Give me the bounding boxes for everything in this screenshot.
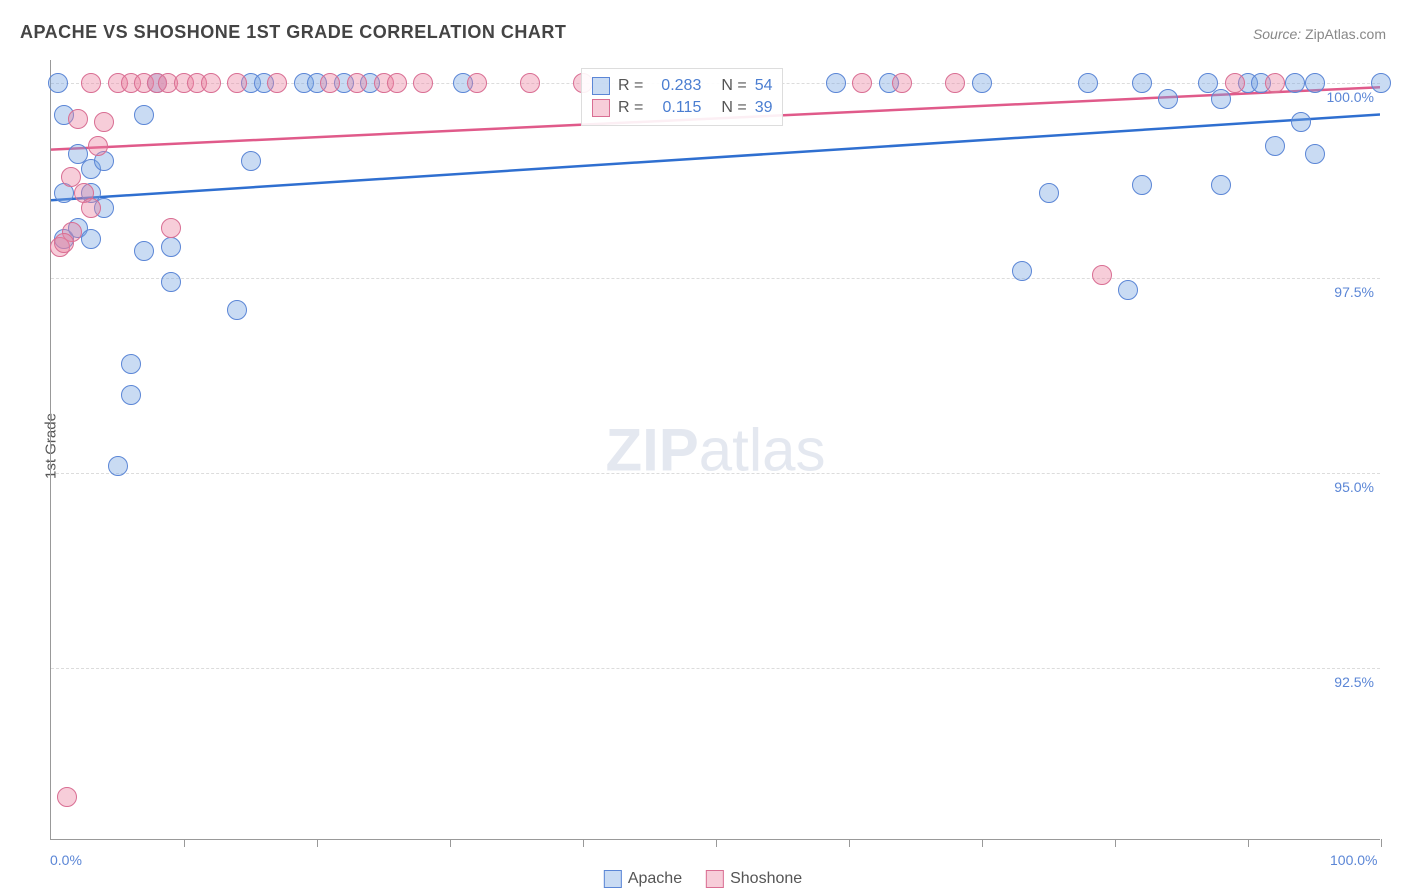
data-point bbox=[320, 73, 340, 93]
y-tick-label: 92.5% bbox=[1334, 674, 1374, 690]
legend-item: Shoshone bbox=[706, 870, 802, 888]
stat-r-value: 0.283 bbox=[651, 77, 701, 95]
data-point bbox=[1265, 136, 1285, 156]
data-point bbox=[1211, 89, 1231, 109]
gridline-h bbox=[51, 278, 1380, 279]
data-point bbox=[227, 73, 247, 93]
x-tick bbox=[184, 839, 185, 847]
data-point bbox=[201, 73, 221, 93]
data-point bbox=[1371, 73, 1391, 93]
data-point bbox=[241, 151, 261, 171]
legend-stats-row: R = 0.115 N = 39 bbox=[592, 97, 772, 119]
data-point bbox=[826, 73, 846, 93]
data-point bbox=[347, 73, 367, 93]
data-point bbox=[1211, 175, 1231, 195]
data-point bbox=[134, 105, 154, 125]
data-point bbox=[1092, 265, 1112, 285]
legend-label: Shoshone bbox=[730, 870, 802, 888]
legend-label: Apache bbox=[628, 870, 682, 888]
x-tick bbox=[1115, 839, 1116, 847]
x-tick bbox=[1248, 839, 1249, 847]
data-point bbox=[467, 73, 487, 93]
data-point bbox=[387, 73, 407, 93]
stat-n-label: N = bbox=[721, 99, 746, 117]
source-label: Source: bbox=[1253, 26, 1301, 42]
legend-swatch bbox=[592, 77, 610, 95]
stat-r-label: R = bbox=[618, 77, 643, 95]
data-point bbox=[1118, 280, 1138, 300]
data-point bbox=[852, 73, 872, 93]
source-attribution: Source: ZipAtlas.com bbox=[1253, 26, 1386, 42]
x-tick bbox=[1381, 839, 1382, 847]
gridline-h bbox=[51, 473, 1380, 474]
stat-n-value: 54 bbox=[755, 77, 773, 95]
data-point bbox=[48, 73, 68, 93]
data-point bbox=[88, 136, 108, 156]
data-point bbox=[1078, 73, 1098, 93]
data-point bbox=[68, 109, 88, 129]
data-point bbox=[94, 112, 114, 132]
data-point bbox=[1158, 89, 1178, 109]
legend-stats: R = 0.283 N = 54 R = 0.115 N = 39 bbox=[581, 68, 783, 126]
data-point bbox=[121, 385, 141, 405]
legend-swatch bbox=[706, 870, 724, 888]
stat-n-value: 39 bbox=[755, 99, 773, 117]
data-point bbox=[161, 218, 181, 238]
data-point bbox=[57, 787, 77, 807]
y-tick-label: 95.0% bbox=[1334, 479, 1374, 495]
plot-area: ZIPatlas 92.5%95.0%97.5%100.0%R =0.283N … bbox=[50, 60, 1380, 840]
data-point bbox=[1285, 73, 1305, 93]
stat-n-label: N = bbox=[721, 77, 746, 95]
data-point bbox=[1132, 73, 1152, 93]
data-point bbox=[1305, 73, 1325, 93]
stat-r-value: 0.115 bbox=[651, 99, 701, 117]
x-tick bbox=[982, 839, 983, 847]
data-point bbox=[81, 229, 101, 249]
data-point bbox=[108, 456, 128, 476]
data-point bbox=[161, 272, 181, 292]
data-point bbox=[520, 73, 540, 93]
x-tick-label: 100.0% bbox=[1330, 852, 1377, 868]
data-point bbox=[121, 354, 141, 374]
data-point bbox=[81, 198, 101, 218]
stat-r-label: R = bbox=[618, 99, 643, 117]
y-tick-label: 97.5% bbox=[1334, 284, 1374, 300]
data-point bbox=[1012, 261, 1032, 281]
y-tick-label: 100.0% bbox=[1327, 89, 1374, 105]
x-tick bbox=[716, 839, 717, 847]
data-point bbox=[134, 241, 154, 261]
data-point bbox=[267, 73, 287, 93]
legend-item: Apache bbox=[604, 870, 682, 888]
x-tick-label: 0.0% bbox=[50, 852, 82, 868]
legend-swatch bbox=[592, 99, 610, 117]
legend-bottom: Apache Shoshone bbox=[604, 870, 802, 888]
data-point bbox=[1265, 73, 1285, 93]
data-point bbox=[945, 73, 965, 93]
data-point bbox=[972, 73, 992, 93]
data-point bbox=[1039, 183, 1059, 203]
regression-lines bbox=[51, 60, 1380, 839]
chart-title: APACHE VS SHOSHONE 1ST GRADE CORRELATION… bbox=[20, 22, 566, 43]
data-point bbox=[1305, 144, 1325, 164]
data-point bbox=[81, 73, 101, 93]
data-point bbox=[1132, 175, 1152, 195]
data-point bbox=[161, 237, 181, 257]
legend-swatch bbox=[604, 870, 622, 888]
data-point bbox=[227, 300, 247, 320]
data-point bbox=[892, 73, 912, 93]
legend-stats-row: R = 0.283 N = 54 bbox=[592, 75, 772, 97]
x-tick bbox=[583, 839, 584, 847]
data-point bbox=[1225, 73, 1245, 93]
data-point bbox=[54, 233, 74, 253]
x-tick bbox=[450, 839, 451, 847]
x-tick bbox=[317, 839, 318, 847]
gridline-h bbox=[51, 668, 1380, 669]
data-point bbox=[413, 73, 433, 93]
source-value: ZipAtlas.com bbox=[1305, 26, 1386, 42]
data-point bbox=[1291, 112, 1311, 132]
x-tick bbox=[849, 839, 850, 847]
